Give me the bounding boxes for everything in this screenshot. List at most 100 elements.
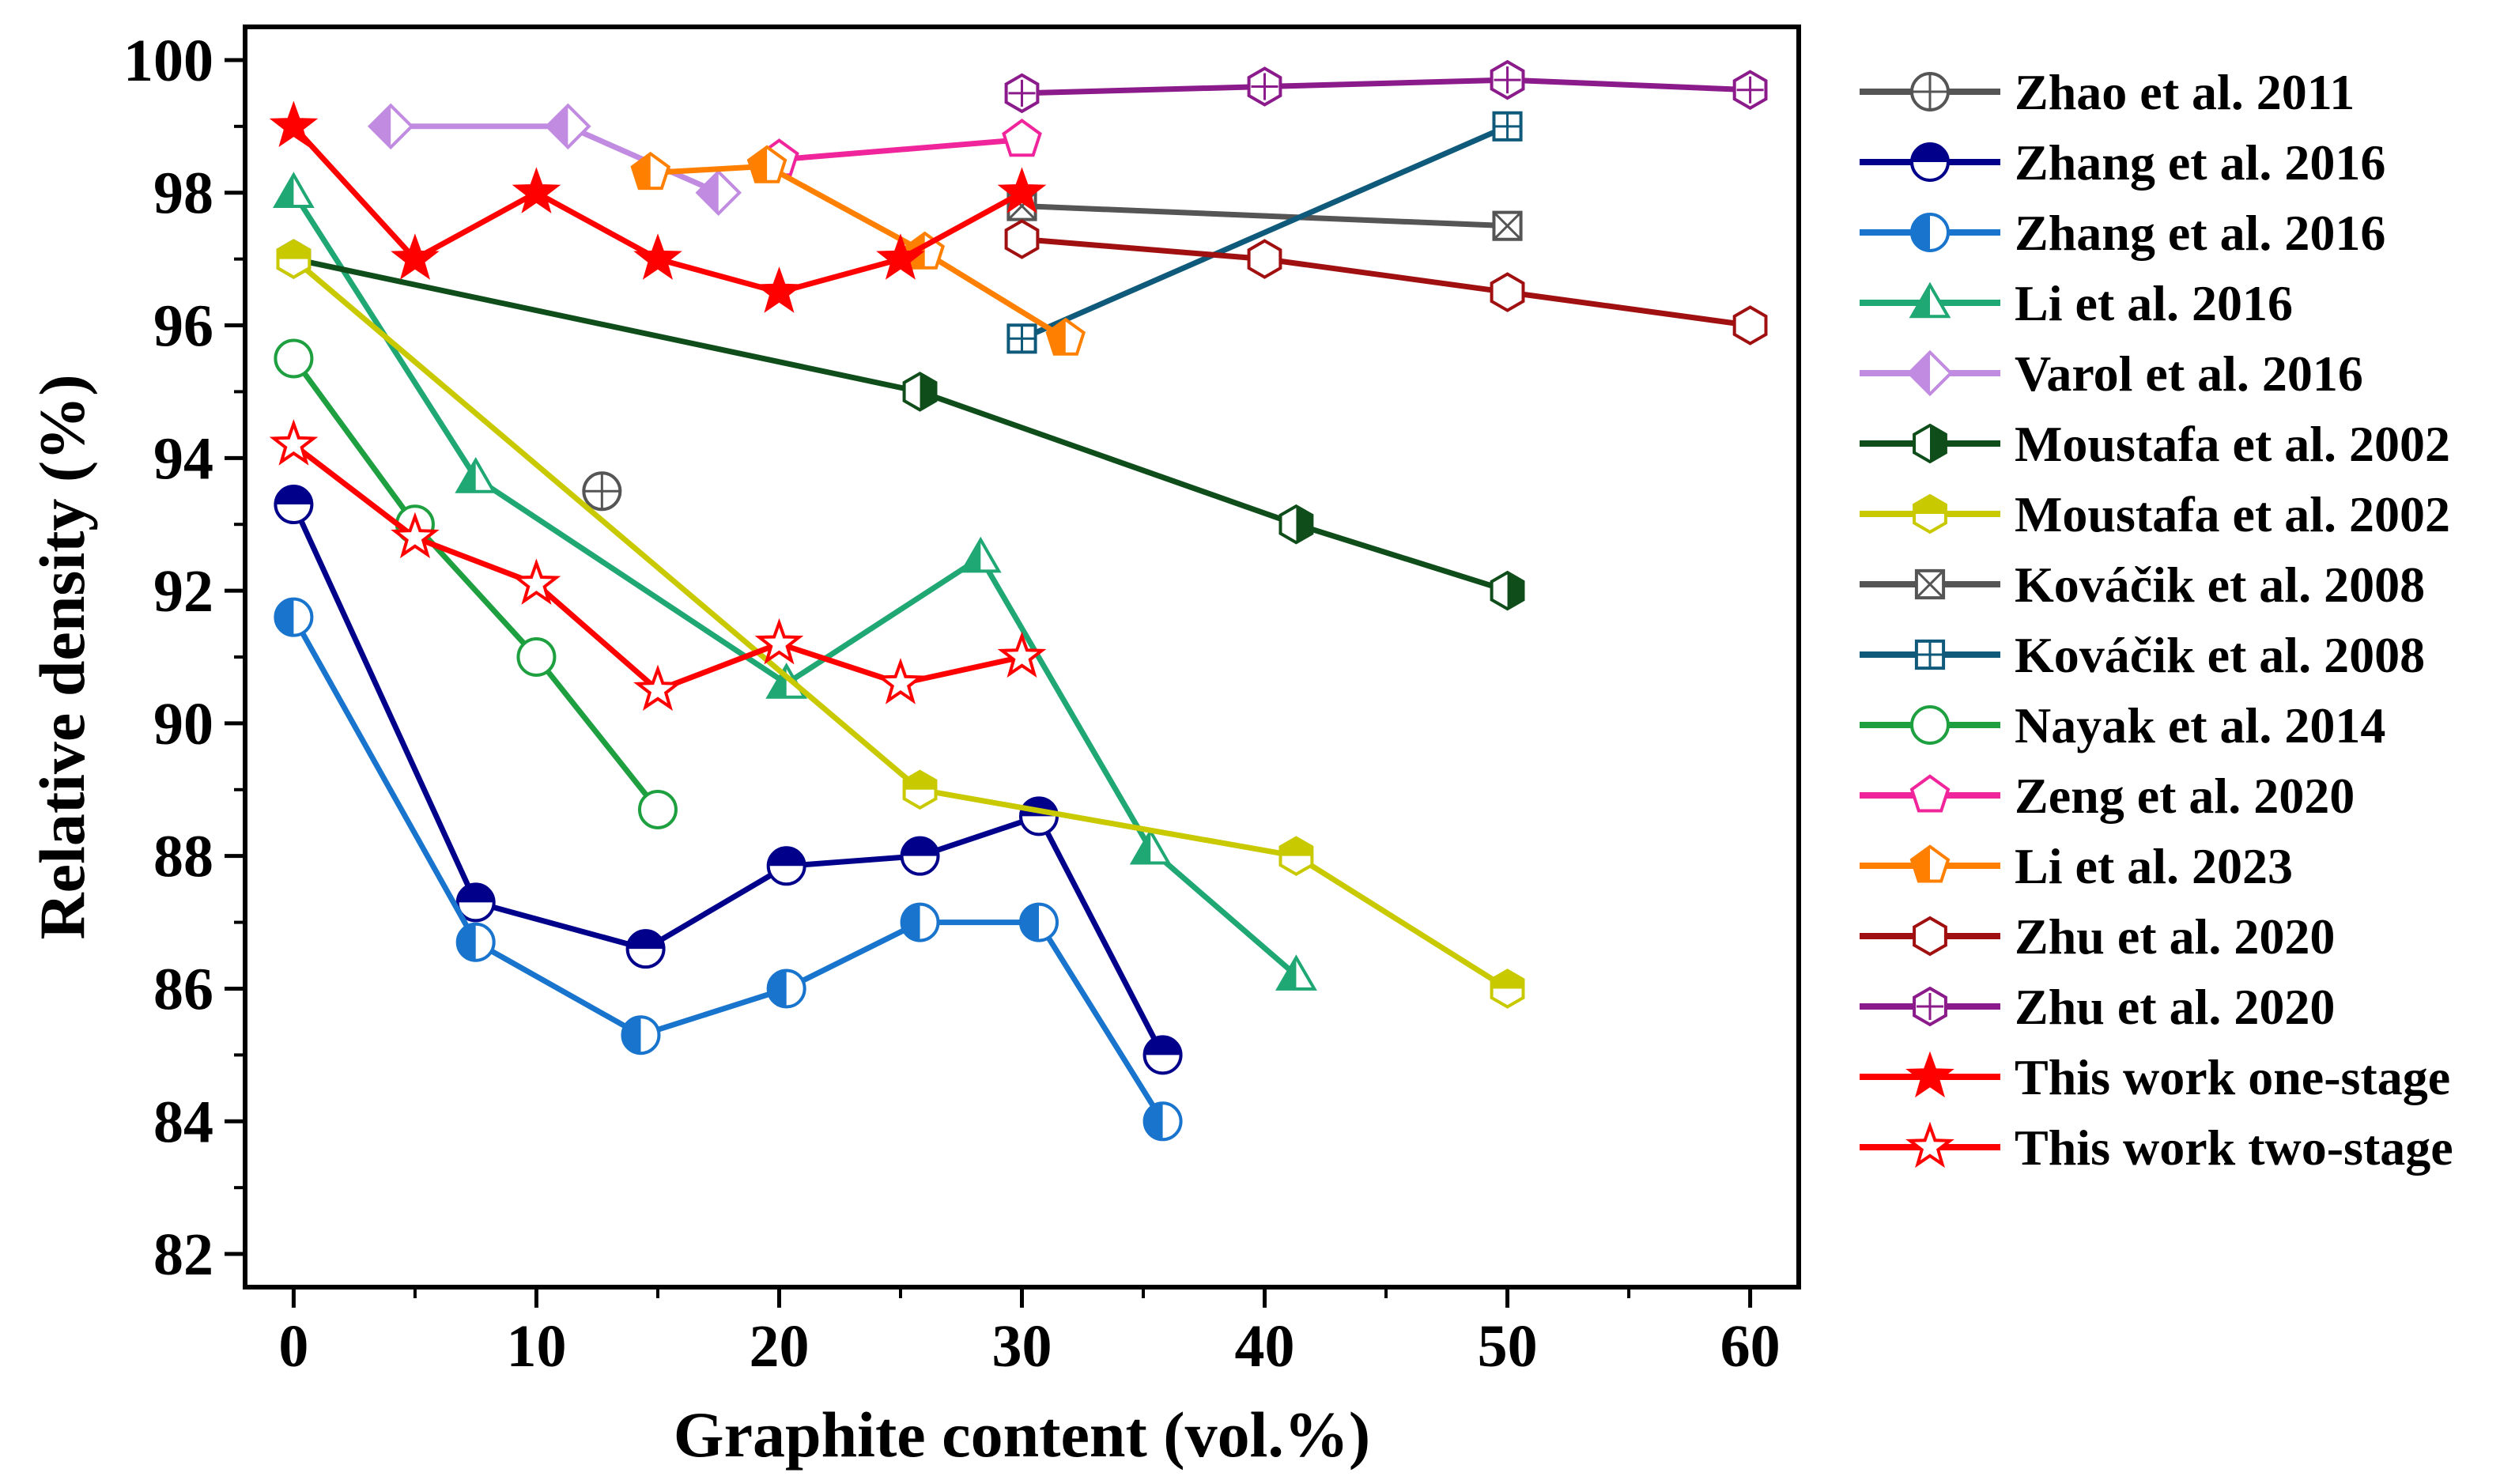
data-point [1492,210,1523,241]
legend-label: Zhao et al. 2011 [2015,64,2355,120]
data-point [1278,836,1314,877]
legend-label: This work two-stage [2015,1120,2453,1176]
data-point [512,167,561,213]
data-point [1490,570,1525,611]
data-point [273,172,315,208]
data-point [625,929,666,969]
legend-marker [1909,844,1951,883]
data-point [633,233,682,280]
data-point [455,456,497,493]
data-point [1129,828,1172,865]
legend-label: Zhang et al. 2016 [2015,134,2385,191]
data-point [455,882,496,923]
series-line [1022,236,1751,328]
data-point [1002,119,1042,157]
series-line [650,163,1067,342]
data-point [1018,796,1059,836]
series-line [391,123,720,195]
data-point [765,663,808,699]
legend-marker [1913,986,1947,1027]
legend-label: Varol et al. 2016 [2015,346,2363,402]
legend-label: Nayak et al. 2014 [2015,697,2385,753]
x-tick-label: 20 [749,1313,809,1380]
legend-label: This work one-stage [2015,1049,2450,1105]
legend-marker [1910,142,1950,182]
data-point [391,233,440,280]
series-12 [630,145,1086,356]
data-point [391,512,440,559]
series-line [291,357,660,812]
data-point [637,789,678,829]
data-point [1247,66,1282,107]
series-line [1021,123,1509,342]
data-point [582,471,622,512]
series-1 [582,471,622,512]
series-7 [276,239,1525,1009]
legend: Zhao et al. 2011 Zhang et al. 2016 Zhang e… [1860,64,2453,1176]
legend-label: Li et al. 2016 [2015,275,2293,331]
data-point [1018,902,1059,942]
legend-item: Zhu et al. 2020 [1860,908,2335,965]
data-point [1247,239,1282,279]
data-point [695,169,742,217]
legend-label: Zeng et al. 2020 [2015,768,2355,824]
legend-marker [1909,774,1951,813]
series-2 [274,485,1183,1075]
legend-marker [1914,568,1946,600]
legend-marker [1905,1051,1954,1098]
legend-item: This work two-stage [1860,1120,2453,1176]
y-tick-label: 90 [153,691,213,757]
data-point [1732,70,1768,111]
legend-marker [1905,1121,1954,1169]
legend-marker [1914,639,1946,670]
legend-item: Zhang et al. 2016 [1860,205,2385,261]
series-line [291,191,1298,978]
series-6 [276,239,1525,611]
legend-item: This work one-stage [1860,1049,2450,1105]
x-axis-title: Graphite content (vol.%) [674,1399,1370,1471]
legend-item: Kováčik et al. 2008 [1860,557,2425,613]
data-point [512,558,561,605]
y-tick-label: 86 [153,956,213,1022]
data-point [1490,272,1525,312]
data-point [621,1015,661,1055]
y-tick-label: 88 [153,824,213,890]
data-point [902,769,938,810]
series-line [779,137,1022,163]
x-tick-label: 30 [992,1313,1052,1380]
x-tick-label: 0 [278,1313,308,1380]
data-point [276,239,312,279]
legend-item: Li et al. 2023 [1860,838,2293,894]
series-3 [274,597,1183,1142]
legend-marker [1910,72,1950,111]
legend-item: Nayak et al. 2014 [1860,697,2385,753]
legend-label: Li et al. 2023 [2015,838,2293,894]
series-line [1022,77,1750,96]
legend-marker [1913,916,1947,957]
legend-marker [1910,213,1950,252]
y-tick-label: 84 [153,1089,213,1155]
data-point [902,372,938,412]
y-tick-label: 82 [153,1222,213,1288]
series-5 [367,103,742,217]
legend-marker [1906,349,1954,397]
y-tick-label: 94 [153,425,213,492]
series-4 [273,172,1317,991]
data-point [1490,969,1525,1009]
data-point [1142,1035,1183,1075]
data-point [274,485,314,525]
series-16 [269,419,1047,712]
x-tick-label: 50 [1478,1313,1538,1380]
axes: 0 10 20 30 40 50 60 82 84 86 88 90 92 94 96 98 100 Graphi… [26,25,1801,1471]
legend-label: Moustafa et al. 2002 [2015,486,2450,542]
data-point [900,902,940,942]
legend-item: Zhao et al. 2011 [1860,64,2355,120]
data-point [269,100,319,147]
data-point [900,836,940,876]
data-point [545,103,591,150]
data-point [274,597,314,637]
data-point [1278,504,1314,545]
legend-item: Zhu et al. 2020 [1860,979,2335,1035]
legend-label: Moustafa et al. 2002 [2015,416,2450,472]
data-point [633,664,682,712]
